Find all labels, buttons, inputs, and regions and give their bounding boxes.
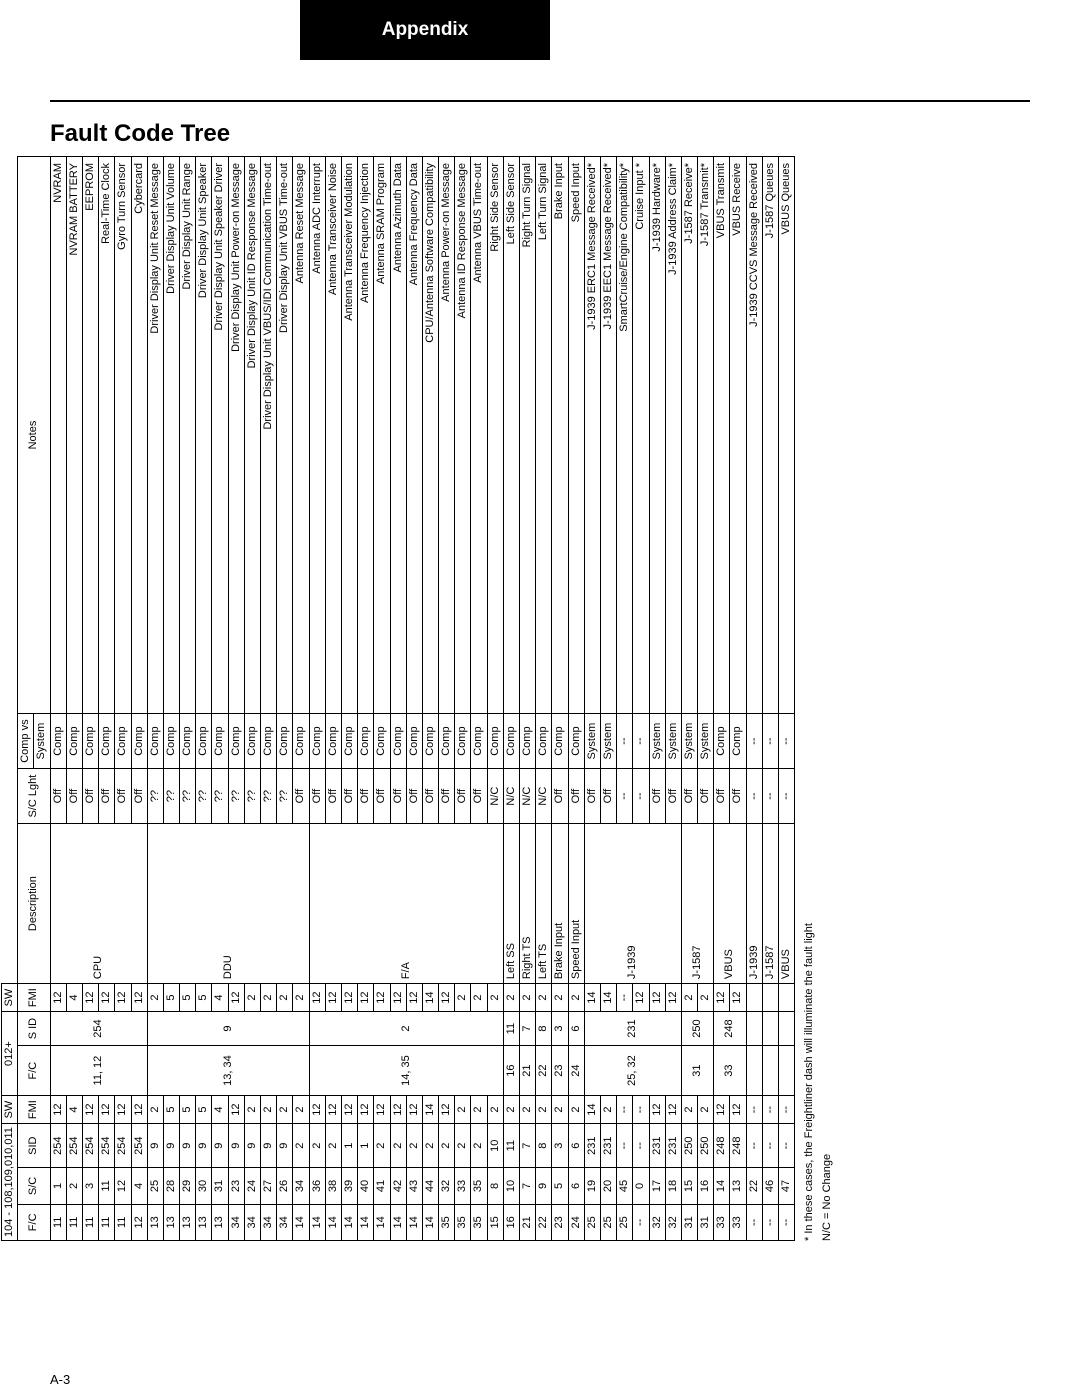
table-row: 229822282Left TSN/CCompLeft Turn Signal <box>536 157 552 1241</box>
table-row: 235322332Brake InputOffCompBrake Input <box>552 157 568 1241</box>
header-band: Appendix <box>0 0 1080 70</box>
table-row: 217722172Right TSN/CCompRight Turn Signa… <box>520 157 536 1241</box>
table-row: 143621214, 35212F/AOffCompAntenna ADC In… <box>309 157 325 1241</box>
fault-code-table: 104 - 108,109,010,011SW012+SWF/CS/CSIDFM… <box>1 156 795 1241</box>
table-row: 3314248123324812VBUSOffCompVBUS Transmit <box>714 157 730 1241</box>
table-row: 31152502312502J-1587OffSystemJ-1587 Rece… <box>681 157 697 1241</box>
divider <box>50 100 1030 102</box>
table-row: --22----J-1939----J-1939 CCVS Message Re… <box>746 157 762 1241</box>
table-row: 246622462Speed InputOffCompSpeed Input <box>568 157 584 1241</box>
table-row: --46----J-1587----J-1587 Queues <box>762 157 778 1241</box>
page-number: A-3 <box>50 1372 70 1387</box>
footnotes: * In these cases, the Freightliner dash … <box>801 156 836 1241</box>
table-row: 25192311425, 3223114J-1939OffSystemJ-193… <box>584 157 600 1241</box>
footnote-1: * In these cases, the Freightliner dash … <box>801 156 819 1241</box>
table-row: 161011216112Left SSN/CCompLeft Side Sens… <box>503 157 519 1241</box>
rotated-table-wrap: Update: 5/28/02 104 - 108,109,010,011SW0… <box>40 156 1040 1266</box>
footnote-2: N/C = No Change <box>819 156 837 1241</box>
table-row: --47----VBUS----VBUS Queues <box>779 157 795 1241</box>
group1-label: 104 - 108,109,010,011 <box>2 1124 18 1241</box>
sw-label: SW <box>2 1096 18 1124</box>
table-row: 13259213, 3492DDU??CompDriver Display Un… <box>147 157 163 1241</box>
header-tab: Appendix <box>300 0 550 60</box>
sw2-label: SW <box>2 984 18 1012</box>
page-title: Fault Code Tree <box>50 120 1030 148</box>
group2-label: 012+ <box>2 1012 18 1096</box>
table-row: 1112541211, 1225412CPUOffCompNVRAM <box>50 157 66 1241</box>
